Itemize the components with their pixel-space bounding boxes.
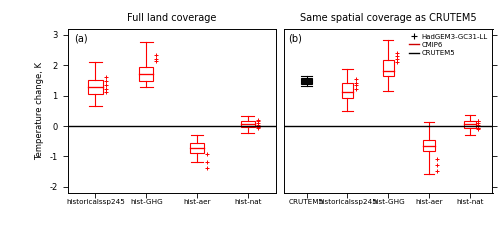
Title: Full land coverage: Full land coverage — [127, 13, 216, 23]
FancyBboxPatch shape — [424, 140, 435, 151]
Title: Same spatial coverage as CRUTEM5: Same spatial coverage as CRUTEM5 — [300, 13, 476, 23]
Text: (a): (a) — [74, 34, 88, 44]
FancyBboxPatch shape — [301, 78, 312, 84]
FancyBboxPatch shape — [342, 83, 353, 98]
FancyBboxPatch shape — [382, 60, 394, 76]
FancyBboxPatch shape — [241, 121, 255, 127]
FancyBboxPatch shape — [190, 143, 204, 153]
FancyBboxPatch shape — [139, 67, 154, 80]
FancyBboxPatch shape — [464, 121, 476, 128]
Legend: HadGEM3-GC31-LL, CMIP6, CRUTEM5: HadGEM3-GC31-LL, CMIP6, CRUTEM5 — [408, 32, 489, 57]
Y-axis label: Temperature change, K: Temperature change, K — [35, 62, 44, 160]
FancyBboxPatch shape — [88, 80, 102, 94]
Text: (b): (b) — [288, 34, 302, 44]
